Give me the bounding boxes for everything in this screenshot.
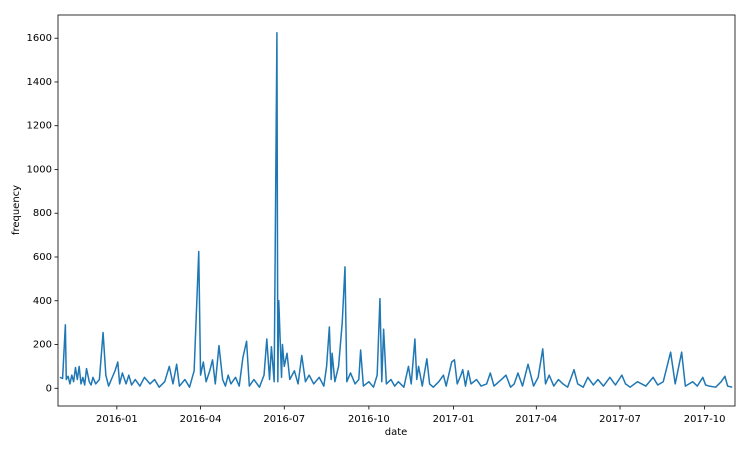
y-tick-label: 800 bbox=[33, 208, 52, 219]
y-tick-label: 400 bbox=[33, 296, 52, 307]
y-tick-label: 1200 bbox=[27, 121, 52, 132]
axes-frame bbox=[57, 14, 736, 407]
x-tick-label: 2016-01 bbox=[96, 414, 138, 425]
x-axis-label: date bbox=[385, 427, 408, 438]
y-tick-label: 600 bbox=[33, 252, 52, 263]
y-tick-label: 1000 bbox=[27, 164, 52, 175]
y-tick-label: 200 bbox=[33, 340, 52, 351]
y-tick-label: 0 bbox=[46, 383, 52, 394]
x-tick-label: 2017-04 bbox=[515, 414, 557, 425]
x-tick-label: 2016-04 bbox=[180, 414, 222, 425]
line bbox=[59, 31, 733, 388]
y-axis-label: frequency bbox=[11, 185, 22, 235]
x-tick-label: 2017-01 bbox=[433, 414, 475, 425]
x-tick-label: 2016-10 bbox=[348, 414, 390, 425]
x-tick-label: 2017-07 bbox=[599, 414, 641, 425]
x-tick-label: 2016-07 bbox=[263, 414, 305, 425]
y-tick-label: 1400 bbox=[27, 77, 52, 88]
y-tick-label: 1600 bbox=[27, 33, 52, 44]
x-tick-label: 2017-10 bbox=[684, 414, 726, 425]
